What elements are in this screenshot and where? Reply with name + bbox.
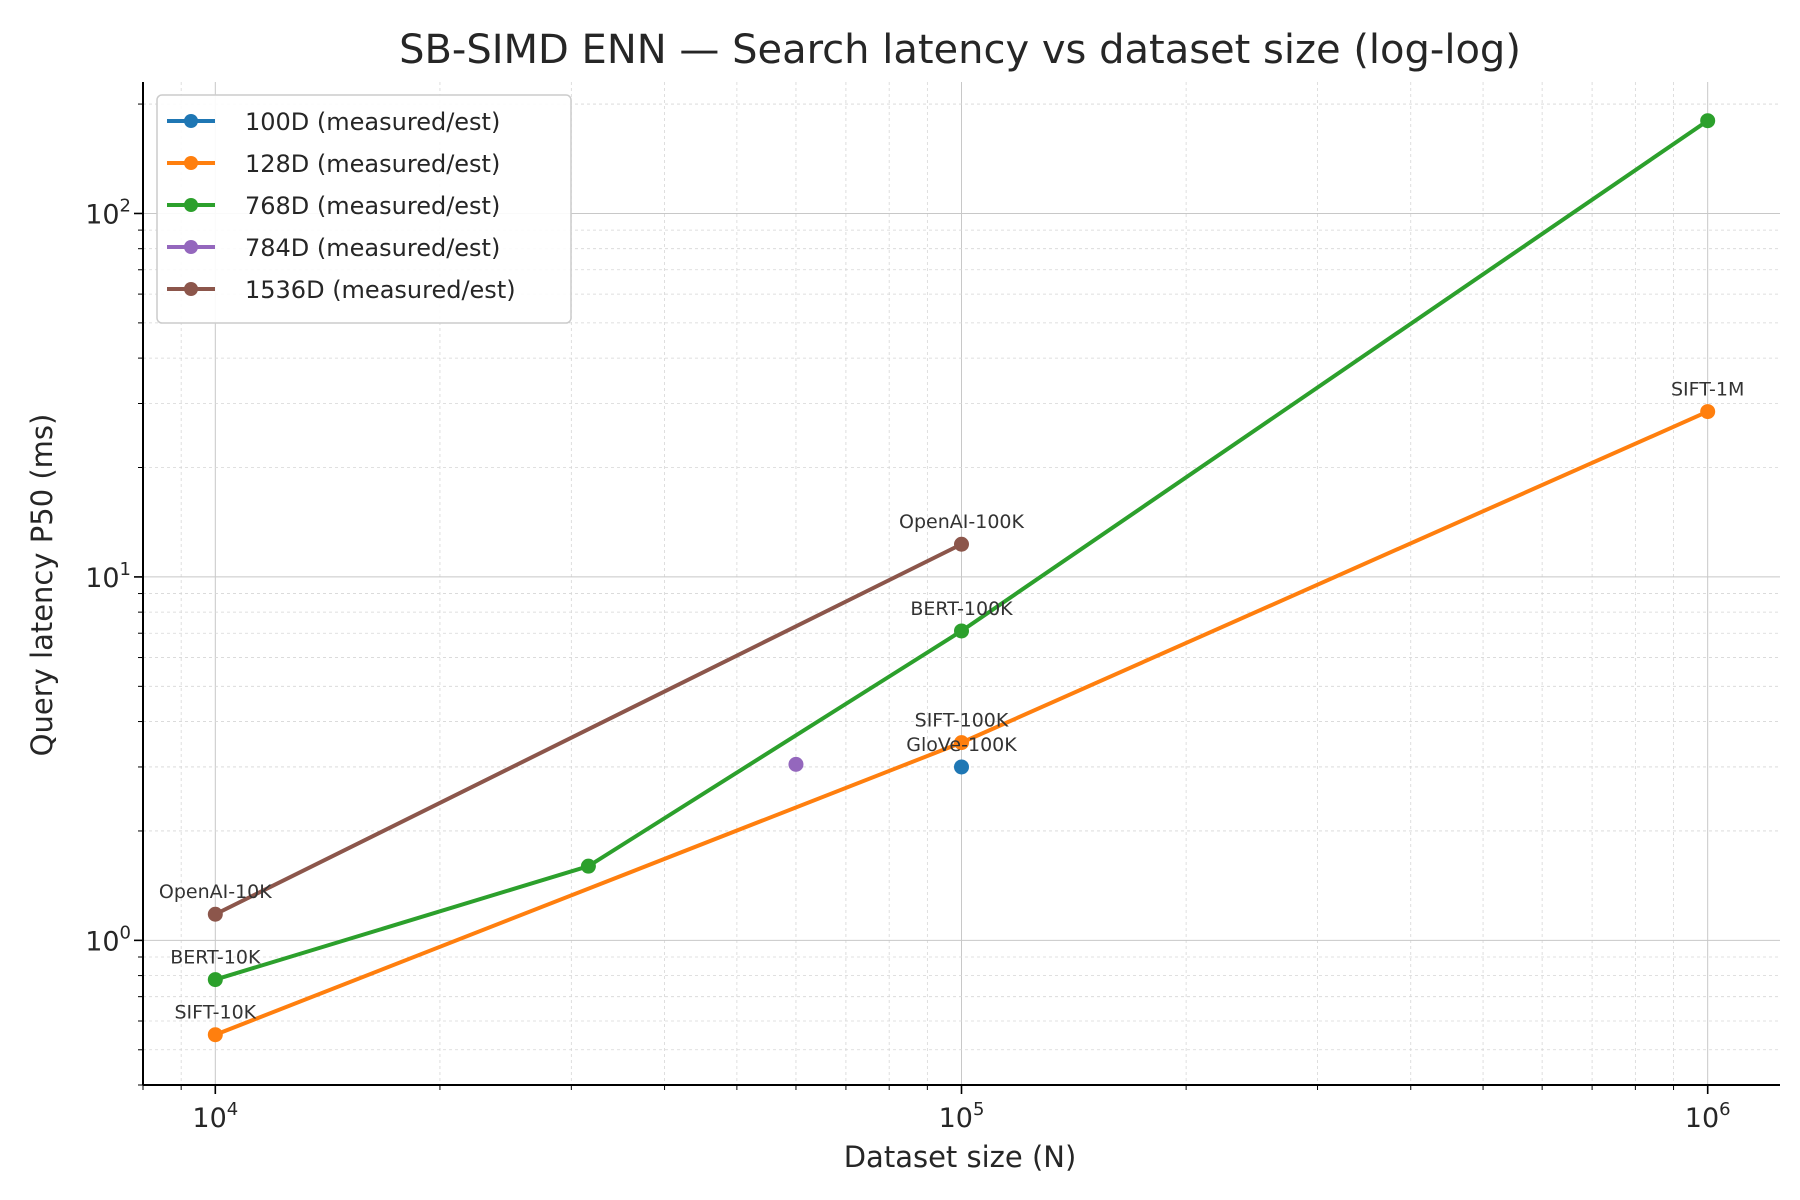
legend-marker — [184, 156, 198, 170]
legend-label: 1536D (measured/est) — [245, 276, 516, 304]
point-annotation: SIFT-100K — [915, 710, 1009, 732]
series-line — [213, 542, 964, 917]
legend-marker — [184, 114, 198, 128]
series-2 — [207, 113, 1716, 988]
series-1 — [207, 404, 1716, 1043]
series-3 — [788, 756, 804, 772]
data-point — [207, 906, 223, 922]
data-point — [954, 536, 969, 552]
point-annotation: SIFT-1M — [1671, 379, 1744, 401]
series-line — [213, 118, 1710, 982]
data-point — [788, 756, 804, 772]
legend: 100D (measured/est) 128D (measured/est) 76… — [156, 94, 572, 324]
annotations: GloVe-100K SIFT-10K SIFT-100K SIFT-1M BERT-1… — [159, 379, 1745, 1024]
series-0 — [954, 759, 969, 775]
y-tick-label: 101 — [85, 559, 131, 594]
point-annotation: SIFT-10K — [175, 1002, 257, 1024]
x-tick-label: 104 — [192, 1099, 238, 1134]
legend-label: 128D (measured/est) — [245, 150, 500, 178]
y-axis-label: Query latency P50 (ms) — [25, 414, 59, 757]
data-point — [1700, 404, 1716, 420]
legend-marker — [184, 198, 198, 212]
point-annotation: OpenAI-100K — [899, 511, 1024, 533]
point-annotation: OpenAI-10K — [159, 881, 272, 903]
point-annotation: BERT-10K — [170, 947, 261, 969]
point-annotation: BERT-100K — [910, 598, 1013, 620]
legend-label: 100D (measured/est) — [245, 108, 500, 136]
y-tick-label: 100 — [85, 922, 131, 957]
x-tick-label: 105 — [939, 1099, 985, 1134]
x-tick-label: 106 — [1685, 1099, 1731, 1134]
legend-marker — [184, 240, 198, 254]
point-annotation: GloVe-100K — [906, 734, 1017, 756]
data-point — [207, 1027, 223, 1043]
chart-title: SB-SIMD ENN — Search latency vs dataset … — [399, 27, 1521, 73]
y-tick-label: 102 — [85, 195, 131, 230]
legend-label: 768D (measured/est) — [245, 192, 500, 220]
legend-label: 784D (measured/est) — [245, 234, 500, 262]
data-point — [954, 759, 969, 775]
axes — [134, 82, 1780, 1094]
series-4 — [207, 536, 969, 922]
data-point — [954, 735, 969, 751]
x-axis-label: Dataset size (N) — [844, 1140, 1077, 1174]
y-tick-labels: 100 101 102 — [85, 195, 131, 957]
x-tick-labels: 104 105 106 — [192, 1099, 1730, 1134]
data-point — [954, 623, 969, 639]
series-layer — [207, 113, 1716, 1043]
data-point — [1700, 113, 1716, 129]
data-point — [207, 972, 223, 988]
data-point — [580, 858, 596, 874]
legend-box — [156, 94, 572, 324]
legend-marker — [184, 282, 198, 296]
